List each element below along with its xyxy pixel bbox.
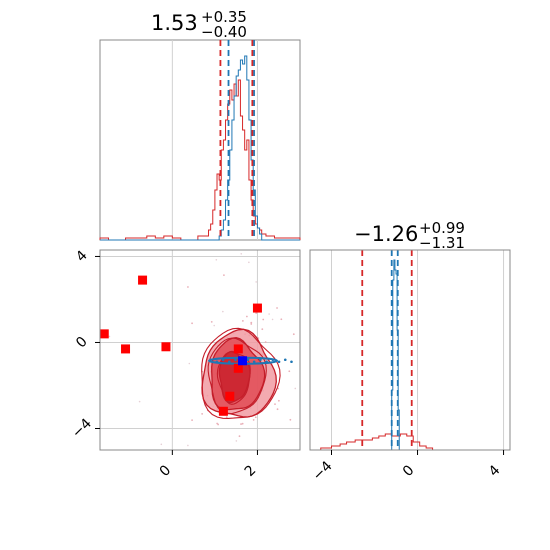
background-sample-dot xyxy=(289,418,292,421)
background-sample-dot xyxy=(268,313,270,315)
blue-sample-dot xyxy=(271,358,275,362)
joint-y-tick-label: 4 xyxy=(73,248,91,266)
blue-sample-dot xyxy=(259,358,262,362)
y-marginal-title-plus: +0.99 xyxy=(419,219,465,237)
density-contour-line xyxy=(207,337,267,415)
density-contour-line xyxy=(201,327,281,419)
red-marker xyxy=(225,391,235,401)
red-marker xyxy=(218,406,228,416)
red-marker xyxy=(233,363,243,373)
background-sample-dot xyxy=(288,370,291,373)
blue-sample-dot xyxy=(215,360,219,364)
background-sample-dot xyxy=(274,403,276,406)
background-sample-dot xyxy=(262,318,265,321)
red-marker xyxy=(138,275,148,285)
background-sample-dot xyxy=(235,440,238,442)
background-sample-dot xyxy=(292,333,295,336)
background-sample-dot xyxy=(245,315,248,318)
red-marker xyxy=(121,344,131,354)
y-marginal-histogram xyxy=(310,259,510,451)
joint-x-tick-label: 2 xyxy=(242,462,260,480)
background-sample-dot xyxy=(241,320,244,322)
red-marker xyxy=(161,342,171,352)
red-marker xyxy=(233,344,243,354)
blue-sample-dot xyxy=(283,358,287,362)
red-marker xyxy=(99,329,109,339)
density-contour-line xyxy=(216,351,251,405)
y-marginal-histogram xyxy=(310,433,510,451)
x-marginal-frame xyxy=(99,39,301,241)
x-marginal-histogram xyxy=(100,55,300,241)
background-sample-dot xyxy=(191,419,193,422)
background-sample-dot xyxy=(276,408,279,411)
background-sample-dot xyxy=(210,320,213,323)
x-marginal-histogram xyxy=(99,79,301,241)
y-marginal-panel: −4 0 4 −1.26 +0.99 −1.31 xyxy=(309,219,511,484)
background-sample-dot xyxy=(248,261,250,264)
blue-sample-dot xyxy=(277,360,281,364)
background-sample-dot xyxy=(187,286,189,288)
background-sample-dot xyxy=(250,321,253,324)
background-sample-dot xyxy=(188,362,191,365)
background-sample-dot xyxy=(254,416,257,419)
joint-y-tick-label: 0 xyxy=(73,334,91,352)
x-marginal-title-minus: −0.40 xyxy=(201,23,247,41)
background-sample-dot xyxy=(240,253,243,255)
background-sample-dot xyxy=(222,310,224,313)
background-sample-dot xyxy=(215,258,218,261)
background-sample-dot xyxy=(217,423,220,426)
background-sample-dot xyxy=(223,274,225,277)
background-sample-dot xyxy=(294,387,297,390)
background-sample-dot xyxy=(271,318,274,321)
blue-marker xyxy=(238,356,248,366)
x-marginal-panel: 1.53 +0.35 −0.40 xyxy=(99,8,301,241)
blue-sample-dot xyxy=(227,360,231,364)
background-sample-dot xyxy=(252,419,255,421)
blue-sample-dot xyxy=(221,358,225,362)
blue-sample-dot xyxy=(246,358,250,362)
y-marginal-frame xyxy=(309,249,511,451)
background-sample-dot xyxy=(261,328,264,331)
background-sample-dot xyxy=(241,422,244,425)
background-sample-dot xyxy=(191,322,193,325)
background-sample-dot xyxy=(240,423,242,425)
joint-frame xyxy=(99,249,301,451)
x-marginal-title-value: 1.53 xyxy=(151,11,198,35)
blue-sample-dot xyxy=(209,358,212,362)
y-marginal-title-value: −1.26 xyxy=(354,222,418,246)
background-sample-dot xyxy=(160,443,163,446)
blue-sample-dot xyxy=(234,358,237,362)
background-sample-dot xyxy=(225,416,228,419)
background-sample-dot xyxy=(138,400,141,403)
joint-x-tick-label: 0 xyxy=(157,462,175,480)
background-sample-dot xyxy=(108,335,111,338)
joint-y-tick-label: −4 xyxy=(69,415,95,441)
blue-sample-dot xyxy=(252,360,256,364)
background-sample-dot xyxy=(238,435,241,438)
background-sample-dot xyxy=(280,318,283,321)
red-marker xyxy=(252,303,262,313)
joint-panel: 0 2 4 0 −4 xyxy=(69,248,301,480)
background-sample-dot xyxy=(276,307,278,309)
background-sample-dot xyxy=(264,341,267,344)
x-marginal-title-plus: +0.35 xyxy=(201,8,247,26)
background-sample-dot xyxy=(201,412,204,415)
background-sample-dot xyxy=(250,323,253,325)
background-sample-dot xyxy=(255,312,258,314)
blue-sample-dot xyxy=(265,360,268,364)
y-marginal-x-tick-label: 0 xyxy=(400,462,418,480)
y-marginal-x-tick-label: 4 xyxy=(486,462,504,480)
background-sample-dot xyxy=(277,399,280,402)
blue-sample-dot xyxy=(290,360,293,364)
background-sample-dot xyxy=(255,281,257,283)
background-sample-dot xyxy=(187,444,189,447)
y-marginal-title-minus: −1.31 xyxy=(419,234,465,252)
y-marginal-x-tick-label: −4 xyxy=(310,458,336,484)
background-sample-dot xyxy=(213,324,215,327)
